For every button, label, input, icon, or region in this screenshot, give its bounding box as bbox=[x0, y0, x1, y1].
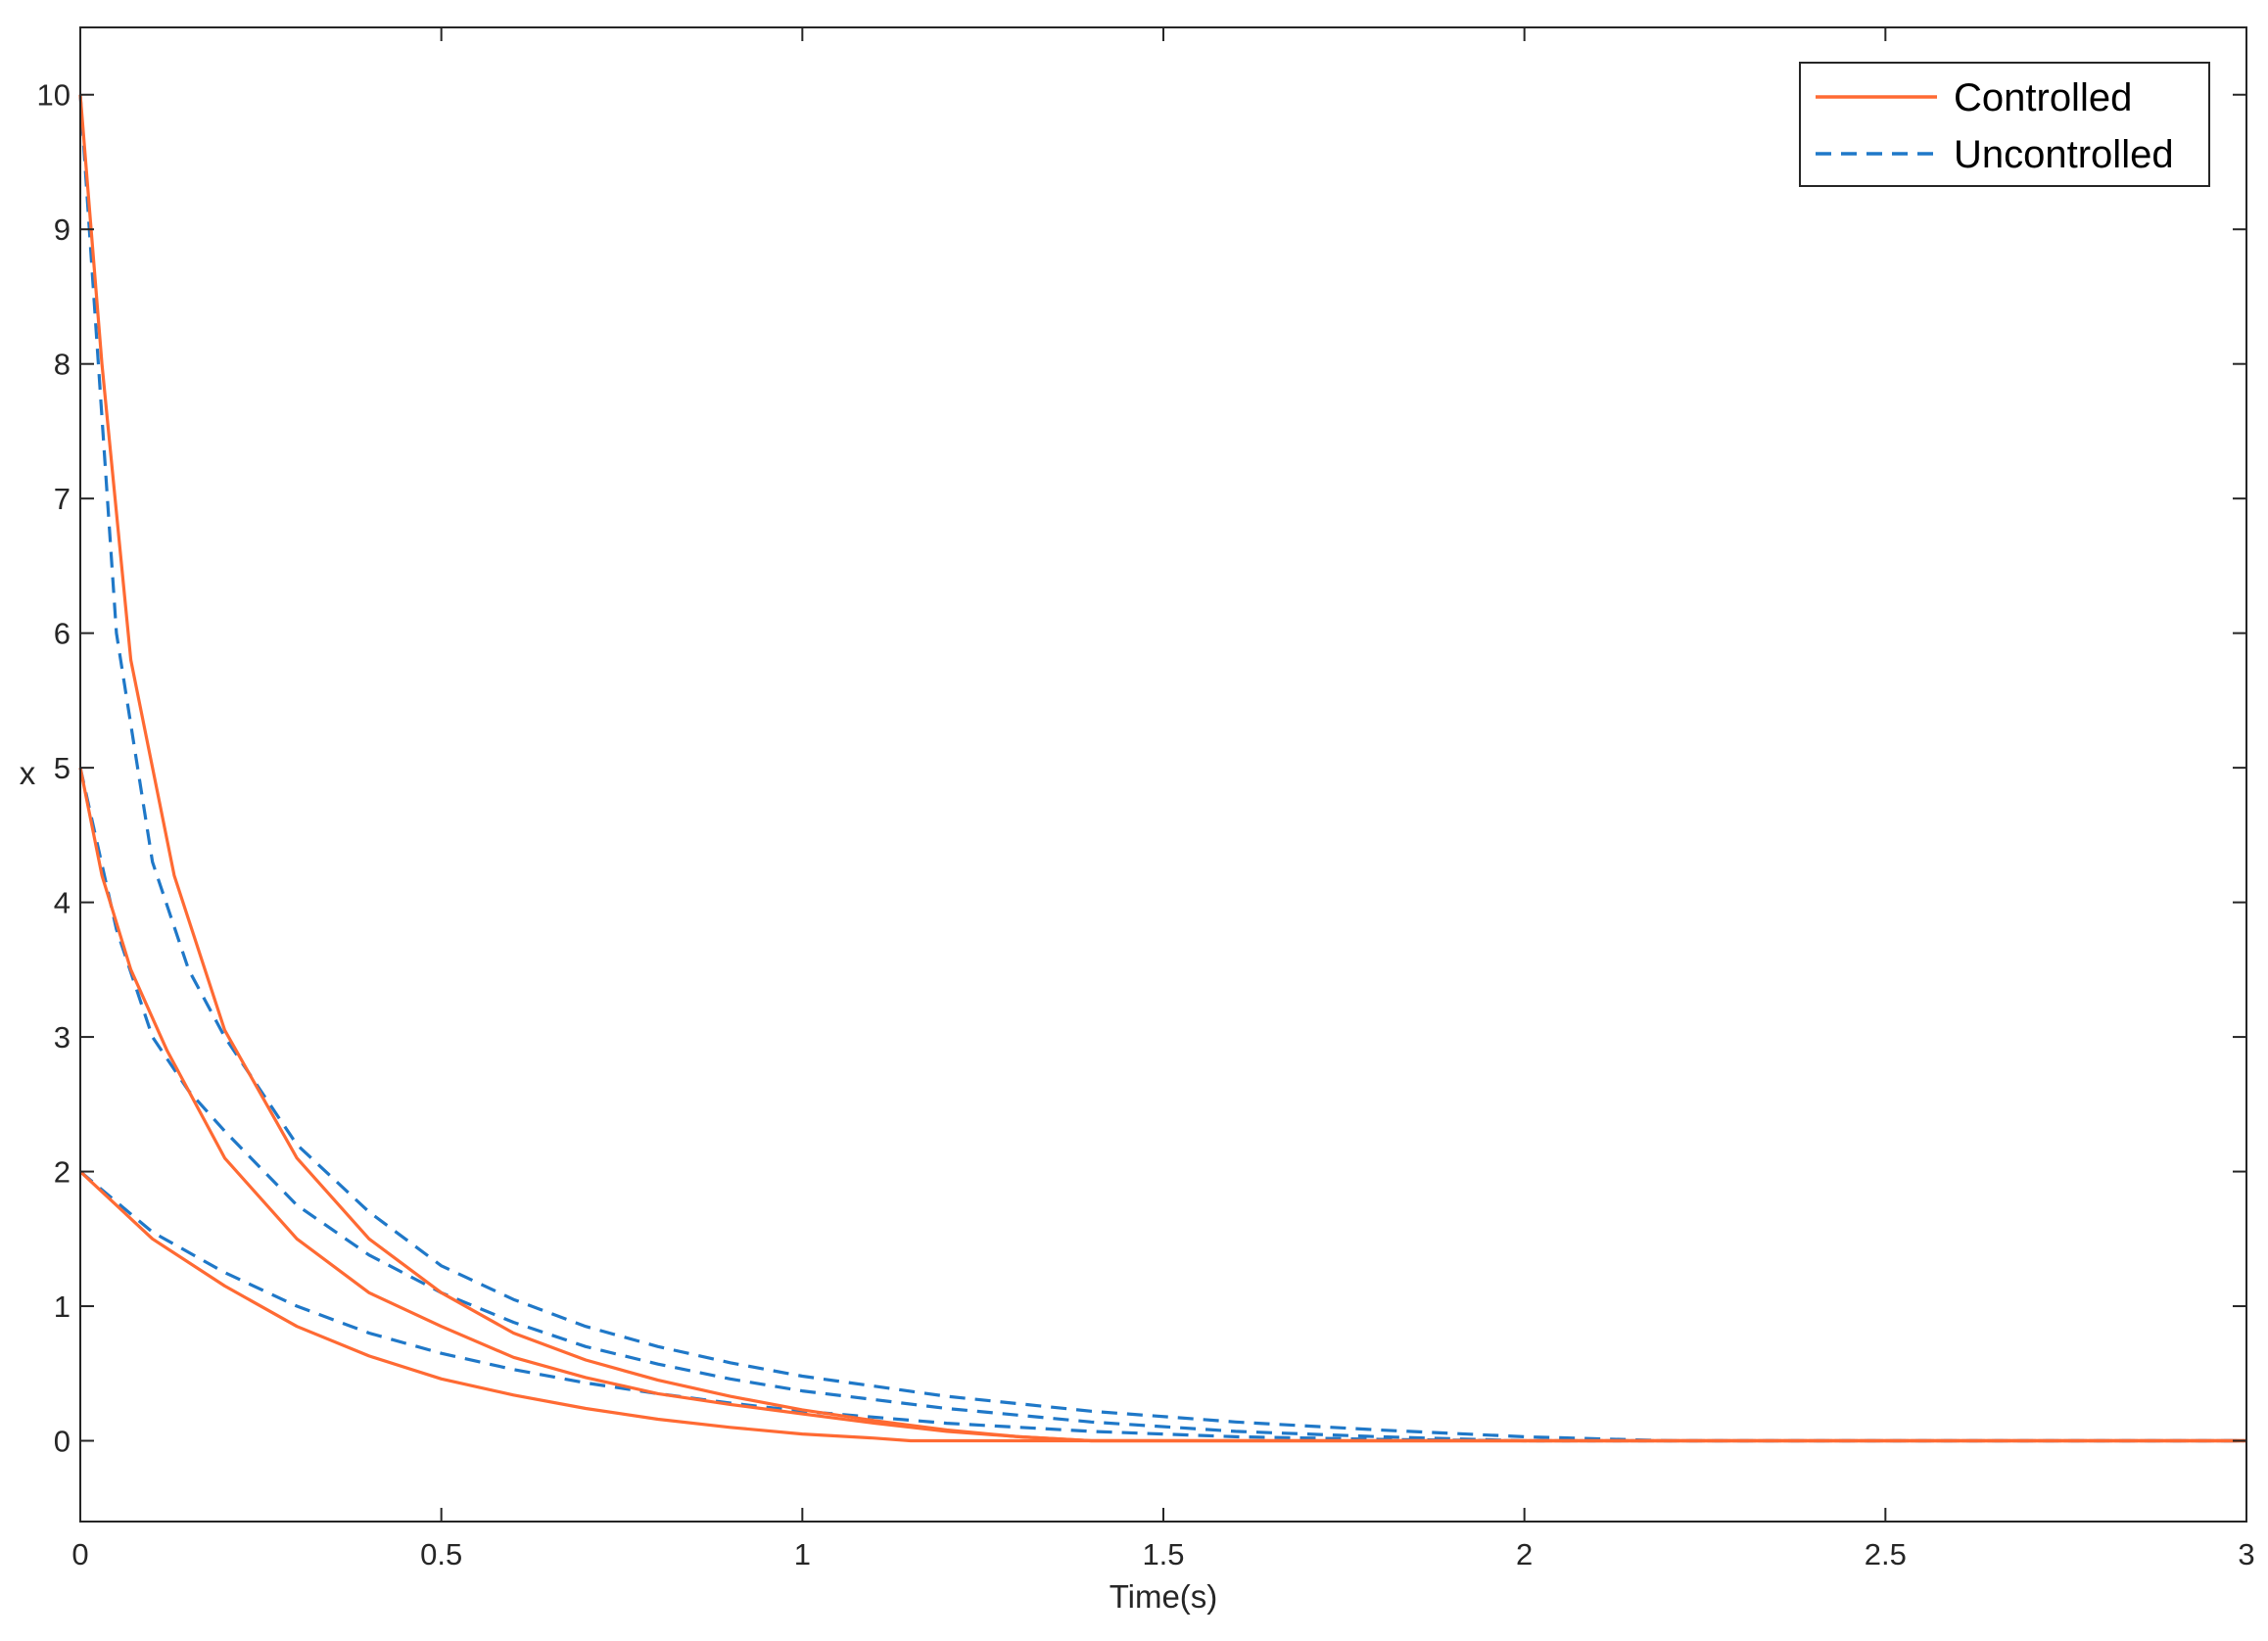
y-tick-label: 7 bbox=[54, 482, 71, 516]
y-tick-label: 5 bbox=[54, 751, 71, 785]
y-tick-label: 0 bbox=[54, 1425, 71, 1459]
y-tick-label: 3 bbox=[54, 1020, 71, 1055]
ticks-layer bbox=[79, 27, 2247, 1522]
legend-box bbox=[1799, 62, 2210, 187]
x-tick-label: 1 bbox=[794, 1537, 811, 1571]
controlled-series-line bbox=[78, 1170, 2246, 1443]
x-tick-label: 1.5 bbox=[1142, 1537, 1184, 1571]
uncontrolled-series-line bbox=[78, 94, 2246, 1443]
y-tick-label: 6 bbox=[54, 617, 71, 651]
x-tick-label: 2 bbox=[1516, 1537, 1533, 1571]
y-tick-label: 9 bbox=[54, 212, 71, 247]
x-tick-label: 0.5 bbox=[420, 1537, 462, 1571]
legend-label-uncontrolled: Uncontrolled bbox=[1954, 133, 2174, 176]
y-axis-label: x bbox=[20, 755, 36, 791]
x-tick-label: 0 bbox=[71, 1537, 88, 1571]
x-tick-label: 2.5 bbox=[1865, 1537, 1907, 1571]
x-axis-label: Time(s) bbox=[1110, 1578, 1218, 1615]
series-layer bbox=[78, 94, 2246, 1443]
uncontrolled-series-line bbox=[78, 767, 2246, 1443]
x-tick-label: 3 bbox=[2238, 1537, 2254, 1571]
legend: Controlled Uncontrolled bbox=[1799, 62, 2210, 187]
y-tick-label: 10 bbox=[37, 78, 71, 113]
y-tick-label: 4 bbox=[54, 886, 71, 920]
legend-label-controlled: Controlled bbox=[1954, 76, 2132, 119]
y-tick-label: 1 bbox=[54, 1289, 71, 1324]
y-tick-label: 2 bbox=[54, 1155, 71, 1190]
y-tick-label: 8 bbox=[54, 348, 71, 382]
labels-layer: 0 0.5 1 1.5 2 2.5 3 0 1 2 3 4 5 6 7 8 9 10 bbox=[37, 78, 2255, 1571]
